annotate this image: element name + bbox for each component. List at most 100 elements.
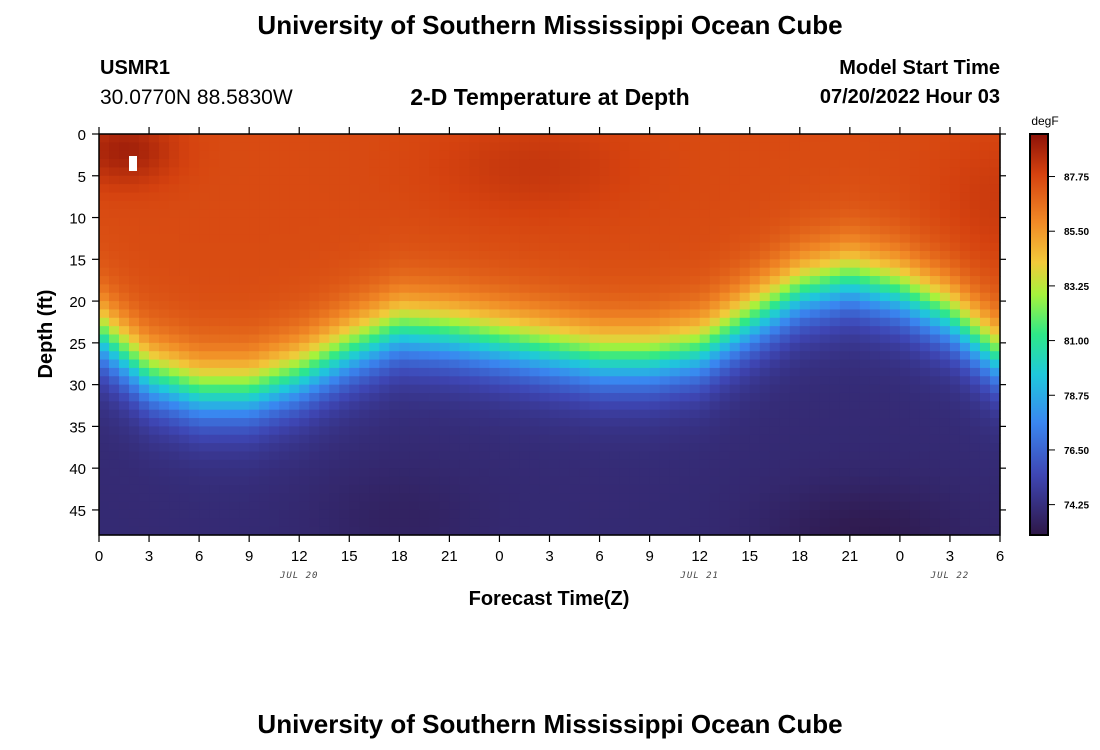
heatmap-cell (839, 209, 851, 219)
heatmap-cell (559, 192, 571, 202)
heatmap-cell (469, 418, 481, 427)
heatmap-cell (439, 225, 450, 235)
heatmap-cell (399, 142, 410, 152)
heatmap-cell (389, 284, 400, 294)
heatmap-cell (919, 443, 931, 453)
heatmap-cell (99, 426, 110, 436)
heatmap-cell (499, 142, 511, 152)
heatmap-cell (649, 267, 661, 277)
heatmap-cell (559, 217, 571, 227)
heatmap-cell (99, 326, 110, 336)
heatmap-cell (689, 234, 701, 244)
heatmap-cell (719, 359, 731, 369)
heatmap-cell (659, 376, 671, 386)
heatmap-cell (469, 284, 481, 294)
heatmap-cell (349, 443, 360, 453)
heatmap-cell (129, 509, 140, 519)
heatmap-cell (869, 175, 881, 185)
heatmap-cell (159, 443, 170, 453)
heatmap-cell (949, 426, 961, 436)
heatmap-cell (209, 426, 220, 436)
heatmap-cell (249, 443, 260, 453)
heatmap-cell (389, 267, 400, 277)
heatmap-cell (909, 359, 921, 369)
heatmap-cell (569, 284, 581, 294)
heatmap-cell (839, 317, 851, 327)
heatmap-cell (99, 150, 110, 160)
heatmap-cell (569, 409, 581, 419)
heatmap-cell (869, 292, 881, 302)
heatmap-cell (699, 418, 711, 427)
heatmap-cell (739, 484, 751, 494)
heatmap-cell (859, 334, 871, 344)
heatmap-cell (469, 509, 481, 519)
heatmap-cell (949, 284, 961, 294)
heatmap-cell (789, 334, 801, 344)
heatmap-cell (679, 418, 691, 427)
heatmap-cell (459, 351, 471, 361)
heatmap-cell (629, 443, 641, 453)
heatmap-cell (359, 493, 370, 503)
heatmap-cell (779, 359, 791, 369)
heatmap-cell (499, 217, 511, 227)
heatmap-cell (199, 284, 210, 294)
heatmap-cell (209, 526, 220, 536)
heatmap-cell (199, 134, 210, 143)
heatmap-cell (249, 150, 260, 160)
heatmap-cell (299, 276, 310, 285)
heatmap-cell (949, 459, 961, 469)
heatmap-cell (629, 192, 641, 202)
heatmap-cell (219, 167, 230, 177)
heatmap-cell (959, 426, 971, 436)
heatmap-cell (629, 376, 641, 386)
heatmap-cell (749, 426, 761, 436)
heatmap-cell (779, 459, 791, 469)
heatmap-cell (349, 476, 360, 486)
heatmap-cell (949, 217, 961, 227)
heatmap-cell (299, 359, 310, 369)
heatmap-cell (299, 134, 310, 143)
heatmap-cell (509, 225, 521, 235)
heatmap-cell (649, 459, 661, 469)
heatmap-cell (859, 468, 871, 478)
heatmap-cell (659, 142, 671, 152)
heatmap-cell (889, 451, 901, 461)
heatmap-cell (169, 150, 180, 160)
heatmap-cell (299, 342, 310, 352)
heatmap-cell (379, 159, 390, 169)
heatmap-cell (569, 217, 581, 227)
heatmap-cell (99, 292, 110, 302)
heatmap-cell (649, 501, 661, 511)
heatmap-cell (629, 175, 641, 185)
heatmap-cell (599, 234, 611, 244)
heatmap-cell (929, 484, 941, 494)
heatmap-cell (249, 259, 260, 269)
heatmap-cell (149, 326, 160, 336)
heatmap-cell (349, 217, 360, 227)
heatmap-cell (889, 217, 901, 227)
heatmap-cell (949, 209, 961, 219)
heatmap-cell (679, 426, 691, 436)
heatmap-cell (489, 401, 501, 411)
heatmap-cell (709, 184, 721, 194)
heatmap-cell (279, 409, 290, 419)
heatmap-cell (489, 493, 501, 503)
heatmap-cell (939, 509, 951, 519)
heatmap-cell (109, 276, 120, 285)
heatmap-cell (389, 426, 400, 436)
heatmap-cell (709, 134, 721, 143)
x-tick-label: 12 (291, 548, 308, 565)
heatmap-cell (339, 192, 350, 202)
heatmap-cell (269, 342, 280, 352)
heatmap-cell (429, 292, 440, 302)
heatmap-cell (959, 367, 971, 377)
heatmap-cell (759, 259, 771, 269)
heatmap-cell (519, 351, 531, 361)
heatmap-cell (989, 409, 1001, 419)
heatmap-cell (169, 209, 180, 219)
heatmap-cell (809, 317, 821, 327)
heatmap-cell (989, 509, 1001, 519)
heatmap-cell (169, 284, 180, 294)
heatmap-cell (659, 267, 671, 277)
heatmap-cell (919, 167, 931, 177)
